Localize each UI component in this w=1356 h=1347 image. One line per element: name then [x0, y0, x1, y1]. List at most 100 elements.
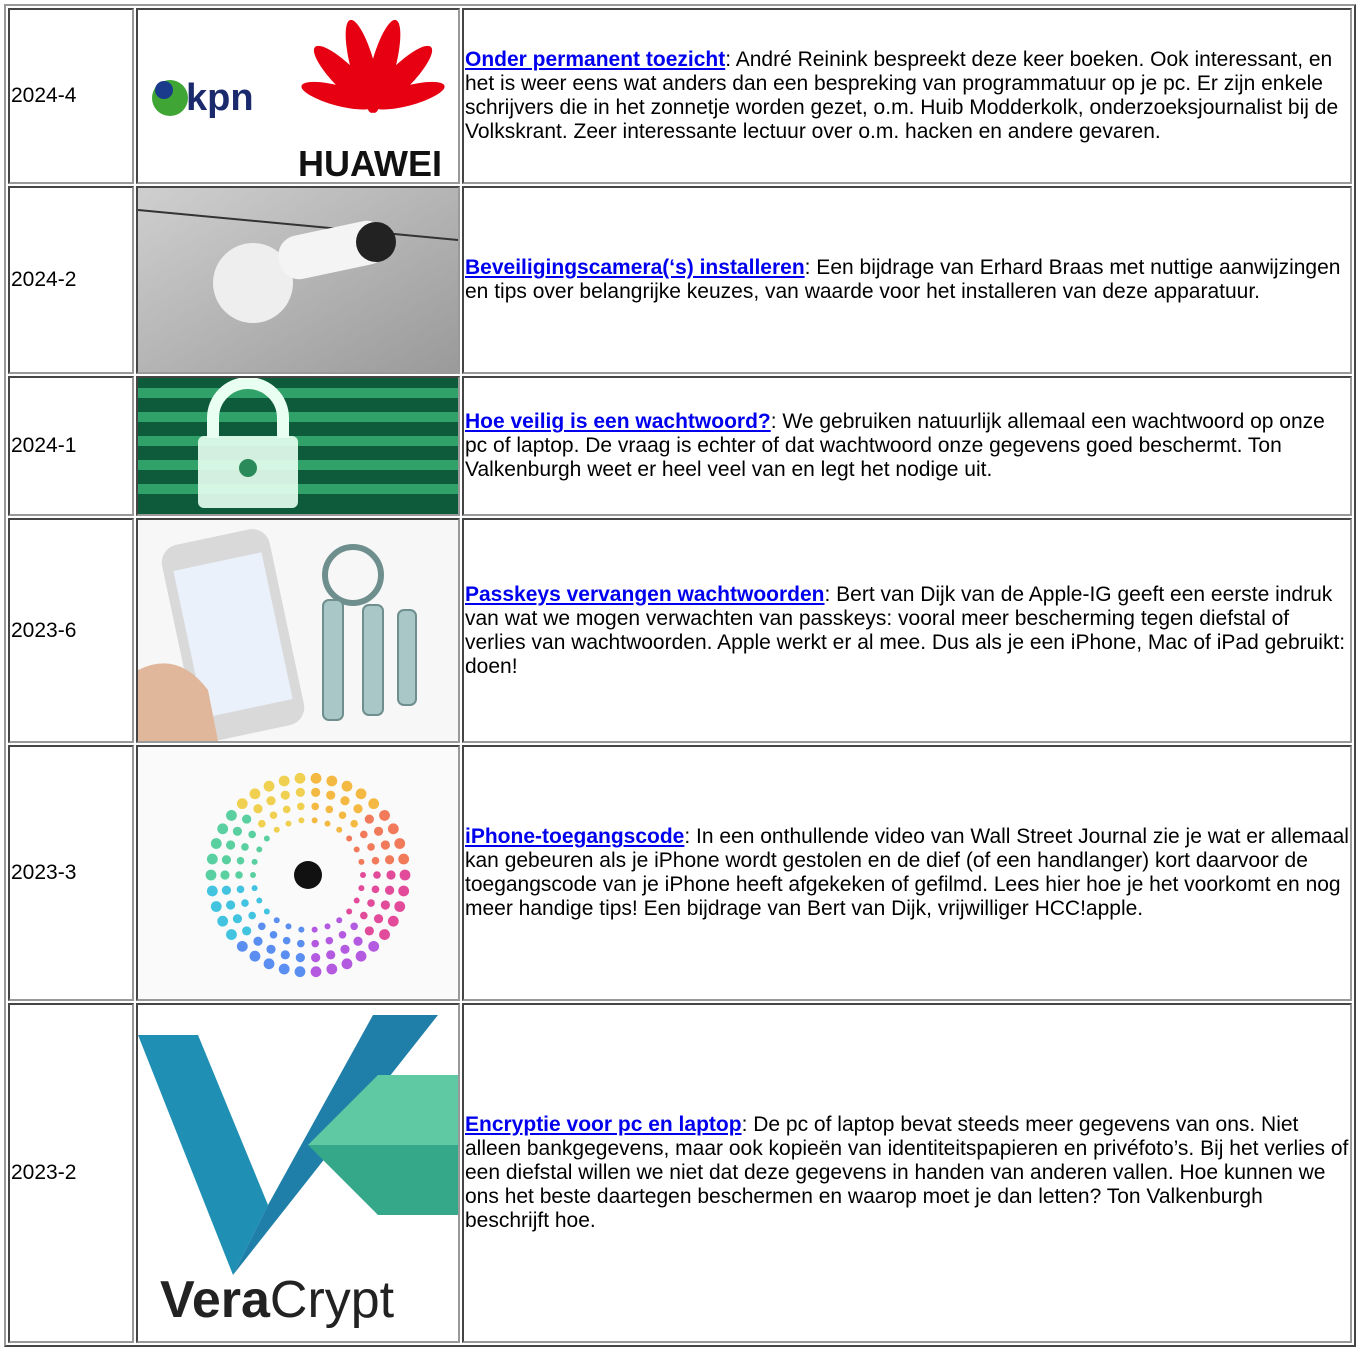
dot [256, 846, 263, 853]
lock-shackle [207, 378, 289, 438]
dot [367, 899, 375, 907]
vera: Vera [160, 1271, 271, 1329]
date: 2024-4 [8, 8, 134, 184]
huawei-label: HUAWEI [298, 143, 442, 182]
dot [206, 853, 218, 865]
dot [360, 872, 366, 878]
image-cell [136, 376, 460, 516]
dot [368, 798, 380, 810]
dot [311, 953, 321, 963]
dot [325, 936, 334, 945]
dot [384, 885, 395, 895]
description: Onder permanent toezicht: André Reinink … [462, 8, 1352, 184]
dot [295, 953, 305, 963]
dot [266, 796, 276, 806]
dot [324, 820, 331, 827]
image [138, 520, 458, 741]
article-link[interactable]: Encryptie voor pc en laptop [465, 1113, 742, 1136]
dot [398, 885, 410, 897]
dot [248, 830, 256, 839]
dot [367, 843, 375, 851]
dot [206, 885, 218, 897]
dot [346, 908, 353, 915]
dot [353, 804, 363, 814]
article-text: : Een bijdrage van Erhard Braas met nutt… [465, 256, 1341, 303]
article-table: 2024-4 kpn HUAWEI Onder permanent toezic… [4, 4, 1356, 1347]
article-link[interactable]: Beveiligingscamera(‘s) installeren [465, 256, 805, 279]
row: 2023-2 VeraCrypt Encryptie voor pc en la… [8, 1003, 1352, 1343]
article-link[interactable]: Passkeys vervangen wachtwoorden [465, 582, 825, 606]
image-cell [136, 186, 460, 374]
dot [341, 780, 353, 792]
dot [226, 840, 236, 850]
dot [353, 846, 360, 853]
dot [217, 823, 229, 835]
dot [236, 940, 248, 952]
dot [220, 870, 230, 880]
logo-shape [308, 1075, 458, 1145]
dot [298, 817, 305, 824]
huawei-logo [301, 19, 445, 113]
dot [242, 926, 252, 936]
dot [282, 936, 291, 945]
dot [280, 950, 290, 960]
article-link[interactable]: Onder permanent toezicht [465, 48, 726, 71]
dot [353, 936, 363, 946]
dot [338, 811, 347, 820]
dot [326, 963, 338, 975]
dot [210, 838, 222, 849]
dot [253, 804, 263, 814]
dot [338, 930, 347, 939]
dot [310, 772, 322, 784]
dot [379, 810, 390, 821]
camera-mount [213, 243, 293, 323]
dot [373, 871, 381, 879]
camera-lens [356, 222, 396, 262]
dot [236, 856, 245, 865]
dot [340, 944, 350, 954]
date: 2023-3 [8, 745, 134, 1001]
dot [273, 826, 280, 833]
dot [235, 871, 243, 879]
logo-shape [308, 1145, 458, 1215]
image-cell: kpn HUAWEI [136, 8, 460, 184]
dot [353, 897, 360, 904]
kpn-logo [155, 81, 173, 99]
dot [251, 858, 258, 865]
apple-logo [294, 861, 322, 889]
dot [269, 811, 278, 820]
logo-shape [138, 1035, 268, 1275]
dot [263, 780, 275, 792]
dot [399, 869, 411, 881]
dot [311, 926, 318, 933]
dot [355, 950, 367, 962]
dot [324, 923, 331, 930]
dot [380, 840, 390, 850]
dot [298, 926, 305, 933]
dot [311, 817, 318, 824]
crypt: Crypt [270, 1271, 395, 1329]
dot [371, 885, 380, 894]
row: 2023-6 Passkeys vervangen wachtwoorden: … [8, 518, 1352, 743]
dot [368, 940, 380, 952]
dot [295, 787, 305, 797]
dot [311, 787, 321, 797]
dot [269, 930, 278, 939]
dot [340, 796, 350, 806]
article-link[interactable]: Hoe veilig is een wachtwoord? [465, 410, 771, 433]
row: 2024-2 Beveiligingscamera(‘s) installere… [8, 186, 1352, 374]
dot [249, 788, 261, 800]
cable [138, 209, 458, 241]
dot [242, 814, 252, 824]
dot [325, 805, 334, 814]
dot [387, 915, 399, 927]
dot [249, 950, 261, 962]
image-bg [138, 188, 458, 372]
veracrypt-label: VeraCrypt [160, 1271, 395, 1329]
date: 2024-1 [8, 376, 134, 516]
image [138, 747, 458, 999]
image-cell [136, 518, 460, 743]
dot [373, 914, 384, 924]
article-link[interactable]: iPhone-toegangscode [465, 825, 685, 848]
